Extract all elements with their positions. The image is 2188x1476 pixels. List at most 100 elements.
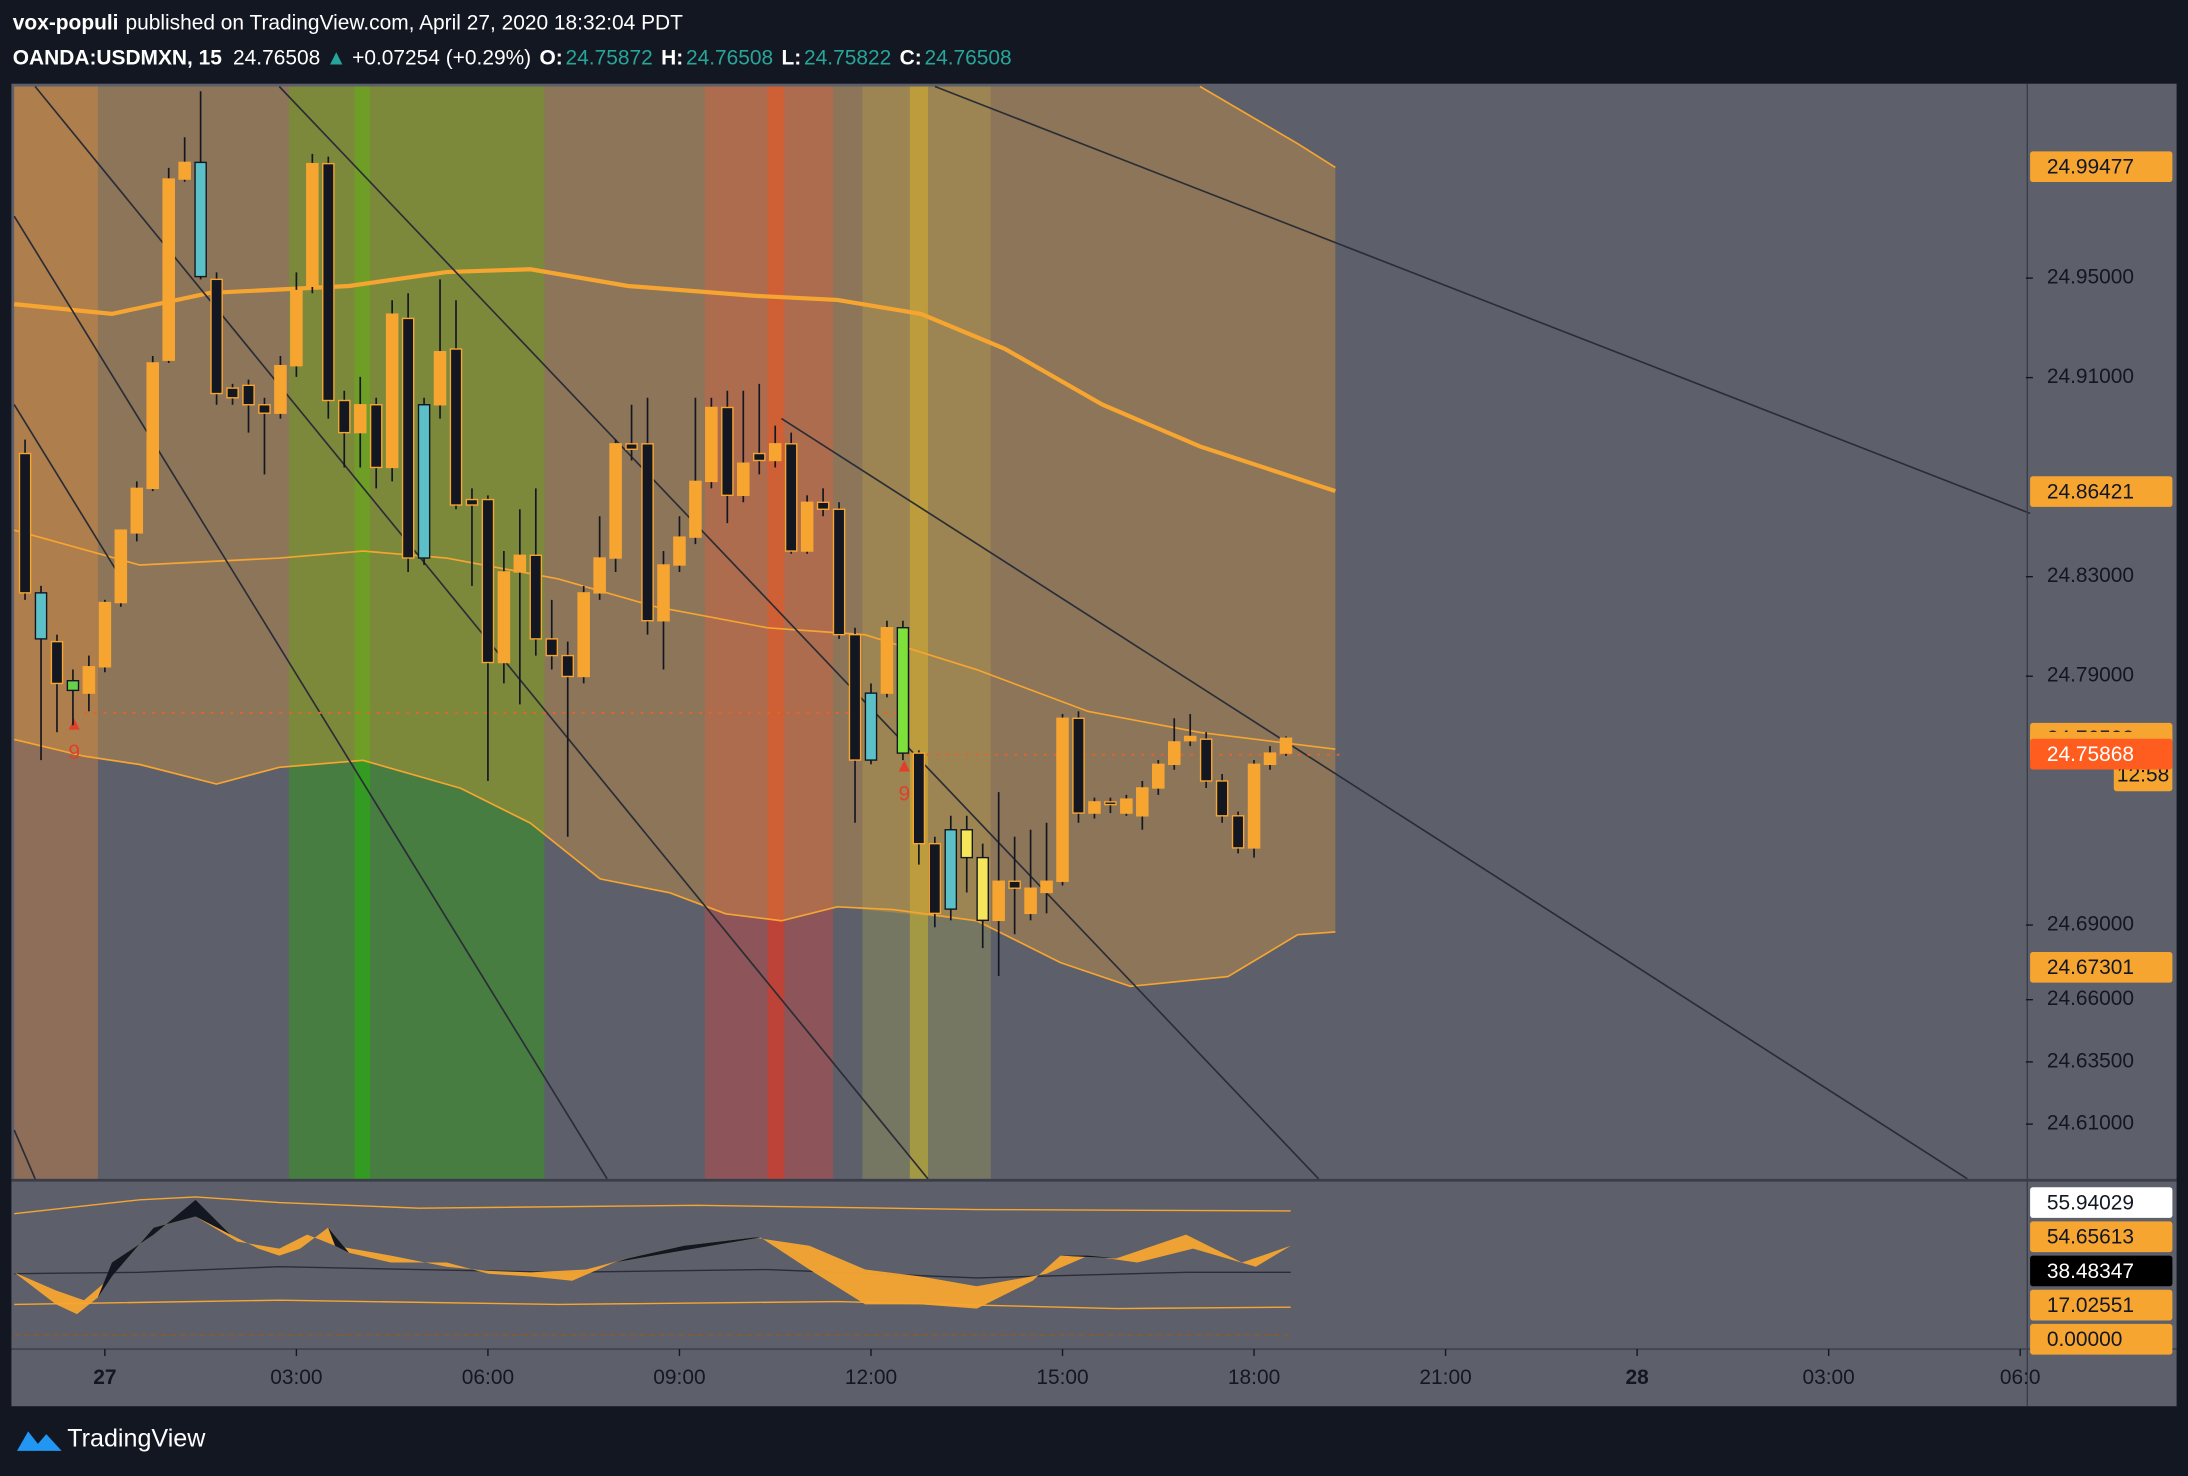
candle-body: [1152, 763, 1165, 789]
x-tick-label: 06:00: [462, 1366, 514, 1389]
close-value: 24.76508: [924, 46, 1011, 69]
candle-body: [1136, 787, 1149, 817]
signal-count: 9: [898, 783, 910, 806]
candle-body: [673, 536, 686, 566]
oscillator-area: [14, 1199, 1291, 1315]
oscillator-band: [14, 1196, 1291, 1215]
envelope-line: [13, 267, 1337, 494]
candle-body: [657, 564, 670, 622]
candle-body: [18, 452, 32, 594]
signal-arrow: [898, 760, 910, 772]
candle-body: [178, 161, 191, 180]
candle-body: [369, 404, 383, 469]
low-value: 24.75822: [804, 46, 891, 69]
candle-body: [1040, 880, 1053, 894]
candle-body: [290, 289, 303, 367]
trend-line: [13, 215, 608, 1180]
low-label: L:: [782, 46, 802, 69]
x-tick-label: 18:00: [1228, 1366, 1280, 1389]
candle-body: [162, 178, 175, 361]
oscillator-label-box: [2030, 1255, 2173, 1287]
open-label: O:: [540, 46, 563, 69]
open-value: 24.75872: [566, 46, 653, 69]
envelope-line: [13, 529, 1336, 750]
candle-body: [66, 679, 80, 692]
author: vox-populi: [13, 11, 119, 34]
candle-body: [50, 640, 64, 685]
candle-body: [864, 692, 878, 761]
candle-body: [337, 399, 351, 434]
candle-body: [130, 487, 144, 534]
x-tick-label: 28: [1625, 1366, 1648, 1389]
price-label-box: [2030, 738, 2173, 770]
x-tick-label: 09:00: [653, 1366, 705, 1389]
x-tick-label: 27: [93, 1366, 116, 1389]
candle-body: [848, 633, 862, 761]
change-arrow: ▲: [326, 46, 347, 69]
y-tick-label: 24.66000: [2047, 987, 2134, 1010]
candle-body: [401, 317, 415, 559]
price-label-box: [2030, 476, 2173, 507]
trend-line: [13, 404, 127, 587]
candle-body: [98, 601, 112, 668]
price-label: 24.86421: [2047, 480, 2134, 503]
trend-line: [13, 1129, 36, 1180]
x-tick-label: 06:0: [2000, 1366, 2041, 1389]
candle-body: [1024, 887, 1037, 915]
price-label-box: [2030, 151, 2173, 183]
candle-body: [34, 592, 48, 640]
candle-body: [481, 498, 495, 664]
price-label: 24.99477: [2047, 156, 2134, 179]
candle-body: [306, 162, 319, 288]
candle-body: [242, 384, 255, 406]
candle-body: [417, 404, 431, 559]
candle-body: [1199, 738, 1213, 782]
y-tick-label: 24.83000: [2047, 564, 2134, 587]
high-label: H:: [661, 46, 683, 69]
candle-body: [625, 443, 638, 450]
oscillator-band: [14, 1299, 1291, 1310]
high-value: 24.76508: [686, 46, 773, 69]
candle-body: [944, 829, 958, 910]
header-line: vox-populi published on TradingView.com, …: [13, 11, 683, 34]
oscillator-label-box: [2030, 1187, 2173, 1218]
candle-body: [992, 880, 1005, 922]
candle-body: [210, 278, 223, 395]
y-tick-label: 24.79000: [2047, 664, 2134, 687]
candle-body: [433, 351, 447, 406]
x-tick-label: 21:00: [1419, 1366, 1471, 1389]
candle-body: [194, 161, 207, 278]
candle-body: [705, 406, 718, 483]
candle-body: [976, 856, 989, 922]
candle-body: [641, 443, 654, 622]
candle-body: [960, 829, 974, 859]
candle-body: [1279, 737, 1293, 754]
y-tick-label: 24.61000: [2047, 1112, 2134, 1135]
candle-body: [816, 501, 830, 510]
candle-body: [385, 313, 399, 469]
x-tick-label: 12:00: [845, 1366, 897, 1389]
price-label: 24.67301: [2047, 956, 2134, 979]
candle-body: [529, 554, 543, 640]
candle-body: [1056, 717, 1069, 882]
symbol: OANDA:USDMXN, 15: [13, 46, 222, 69]
candle-body: [609, 443, 622, 559]
candle-body: [146, 362, 160, 490]
candle-body: [322, 162, 335, 402]
y-tick-label: 24.95000: [2047, 266, 2134, 289]
published: published on TradingView.com, April 27, …: [125, 11, 683, 34]
candle-body: [1072, 717, 1085, 814]
brand: TradingView: [67, 1424, 206, 1452]
candle-body: [258, 404, 271, 414]
candle-body: [593, 557, 606, 594]
candle-body: [545, 638, 559, 657]
candle-body: [752, 452, 766, 462]
envelope-line: [14, 738, 1336, 988]
candle-body: [832, 508, 846, 636]
candle-body: [1120, 798, 1133, 814]
oscillator-label-box: [2030, 1323, 2173, 1355]
candle-body: [497, 571, 511, 664]
y-tick-label: 24.91000: [2047, 365, 2134, 388]
candle-body: [513, 554, 527, 573]
candle-body: [1167, 741, 1181, 765]
